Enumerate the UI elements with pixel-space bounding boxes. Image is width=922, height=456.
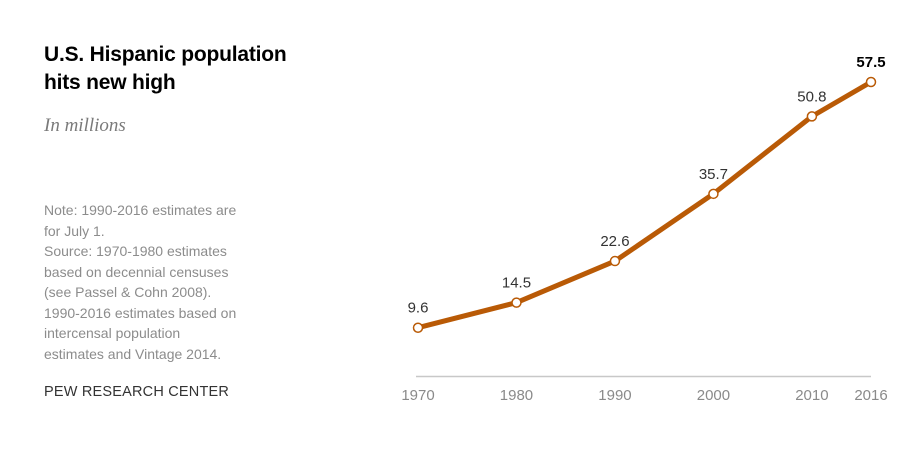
data-point-marker — [865, 76, 877, 88]
note-line: for July 1. — [44, 222, 105, 239]
data-label: 57.5 — [856, 54, 885, 71]
source-credit: PEW RESEARCH CENTER — [44, 384, 230, 400]
note-line: estimates and Vintage 2014. — [44, 345, 222, 362]
chart-notes: Note: 1990-2016 estimates are for July 1… — [44, 200, 304, 364]
data-point-marker — [609, 255, 621, 267]
data-markers — [412, 76, 877, 333]
x-tick-label: 2016 — [854, 387, 887, 404]
data-point-marker — [511, 297, 522, 308]
chart-subtitle: In millions — [44, 115, 126, 136]
x-tick-label: 2010 — [795, 387, 828, 404]
note-line: intercensal population — [44, 325, 181, 341]
data-label: 50.8 — [797, 88, 826, 105]
chart-title-line-1: U.S. Hispanic population — [44, 43, 287, 66]
x-tick-label: 1980 — [500, 387, 533, 404]
data-label: 35.7 — [699, 166, 728, 183]
data-point-marker — [806, 111, 818, 122]
note-line: Note: 1990-2016 estimates are — [44, 202, 237, 218]
x-axis-ticks: 1970 1980 1990 2000 2010 2016 — [401, 387, 887, 404]
x-tick-label: 1970 — [401, 387, 434, 404]
note-line: based on decennial censuses — [44, 263, 229, 280]
note-line: 1990-2016 estimates based on — [44, 304, 237, 321]
data-point-marker — [412, 322, 424, 333]
series-line — [415, 79, 874, 331]
note-line: (see Passel & Cohn 2008). — [44, 284, 212, 300]
data-label: 14.5 — [502, 275, 531, 292]
x-tick-label: 2000 — [697, 387, 730, 404]
data-point-marker — [708, 188, 719, 200]
note-line: Source: 1970-1980 estimates — [44, 243, 227, 259]
data-label: 22.6 — [600, 233, 629, 250]
data-label: 9.6 — [408, 300, 429, 317]
chart-title: U.S. Hispanic population hits new high — [44, 41, 364, 97]
data-labels: 9.6 14.5 22.6 35.7 50.8 57.5 — [408, 54, 886, 317]
chart-title-line-2: hits new high — [44, 71, 176, 94]
x-tick-label: 1990 — [598, 387, 631, 404]
